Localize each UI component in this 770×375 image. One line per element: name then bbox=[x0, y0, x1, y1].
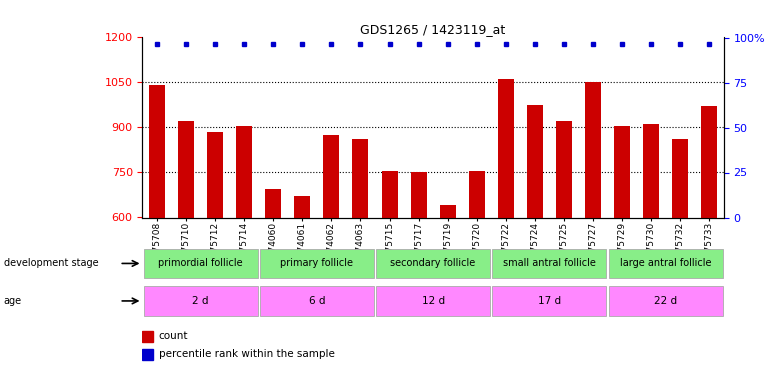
Bar bbox=[260, 249, 373, 278]
Bar bbox=[614, 126, 630, 375]
Bar bbox=[527, 105, 543, 375]
Bar bbox=[440, 206, 456, 375]
Bar bbox=[142, 331, 153, 342]
Bar bbox=[609, 286, 722, 316]
Text: count: count bbox=[159, 332, 188, 341]
Bar bbox=[672, 140, 688, 375]
Text: large antral follicle: large antral follicle bbox=[620, 258, 711, 268]
Bar bbox=[294, 196, 310, 375]
Bar bbox=[609, 249, 722, 278]
Title: GDS1265 / 1423119_at: GDS1265 / 1423119_at bbox=[360, 23, 506, 36]
Bar bbox=[353, 140, 369, 375]
Text: age: age bbox=[4, 296, 22, 306]
Bar bbox=[585, 82, 601, 375]
Bar bbox=[701, 106, 718, 375]
Text: 2 d: 2 d bbox=[192, 296, 209, 306]
Bar bbox=[142, 349, 153, 360]
Bar bbox=[144, 249, 257, 278]
Bar bbox=[497, 80, 514, 375]
Bar bbox=[493, 249, 606, 278]
Bar bbox=[377, 286, 490, 316]
Bar bbox=[381, 171, 397, 375]
Bar bbox=[377, 249, 490, 278]
Text: 17 d: 17 d bbox=[537, 296, 561, 306]
Bar bbox=[410, 172, 427, 375]
Bar bbox=[265, 189, 281, 375]
Bar bbox=[323, 135, 340, 375]
Text: 12 d: 12 d bbox=[421, 296, 445, 306]
Text: 22 d: 22 d bbox=[654, 296, 678, 306]
Text: 6 d: 6 d bbox=[309, 296, 325, 306]
Text: percentile rank within the sample: percentile rank within the sample bbox=[159, 350, 335, 359]
Text: secondary follicle: secondary follicle bbox=[390, 258, 476, 268]
Bar bbox=[149, 86, 165, 375]
Bar bbox=[260, 286, 373, 316]
Bar bbox=[469, 171, 485, 375]
Bar bbox=[178, 122, 194, 375]
Text: small antral follicle: small antral follicle bbox=[503, 258, 596, 268]
Text: development stage: development stage bbox=[4, 258, 99, 268]
Bar bbox=[493, 286, 606, 316]
Bar bbox=[556, 122, 572, 375]
Bar bbox=[144, 286, 257, 316]
Bar bbox=[236, 126, 253, 375]
Bar bbox=[643, 124, 659, 375]
Text: primary follicle: primary follicle bbox=[280, 258, 353, 268]
Text: primordial follicle: primordial follicle bbox=[159, 258, 243, 268]
Bar bbox=[207, 132, 223, 375]
